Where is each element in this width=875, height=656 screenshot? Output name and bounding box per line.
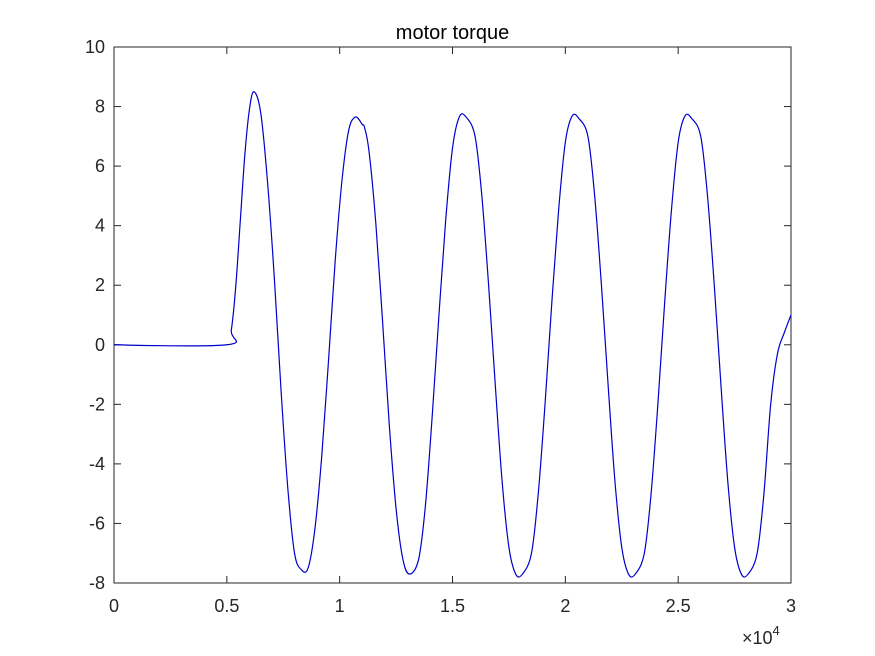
plot-area: 0 0.5 1 1.5 2 2.5 3 -8 -6 -4 -2 0 2 4 6 8 10 bbox=[85, 37, 796, 616]
x-tick-label: 0 bbox=[109, 596, 119, 616]
chart-title: motor torque bbox=[396, 22, 509, 44]
y-tick-label: 6 bbox=[95, 156, 105, 176]
torque-series-line bbox=[113, 91, 792, 578]
y-tick-label: 4 bbox=[95, 216, 105, 236]
x-tick-label: 1 bbox=[335, 596, 345, 616]
y-tick-label: 10 bbox=[85, 37, 105, 57]
y-tick-label: -4 bbox=[89, 454, 105, 474]
axes-box bbox=[113, 46, 792, 584]
x-tick-label: 2.5 bbox=[666, 596, 691, 616]
x-axis-exponent: ×104 bbox=[742, 623, 780, 648]
x-tick-label: 3 bbox=[786, 596, 796, 616]
y-tick-label: 0 bbox=[95, 335, 105, 355]
x-tick-label: 2 bbox=[560, 596, 570, 616]
x-exponent-base: ×10 bbox=[742, 628, 773, 648]
x-tick-label: 0.5 bbox=[214, 596, 239, 616]
x-exponent-power: 4 bbox=[773, 623, 780, 638]
y-tick-label: 2 bbox=[95, 275, 105, 295]
y-tick-label: 8 bbox=[95, 97, 105, 117]
y-tick-label: -8 bbox=[89, 573, 105, 593]
axis-ticks: 0 0.5 1 1.5 2 2.5 3 -8 -6 -4 -2 0 2 4 6 8 10 bbox=[85, 37, 796, 616]
y-tick-label: -6 bbox=[89, 513, 105, 533]
x-tick-label: 1.5 bbox=[440, 596, 465, 616]
y-tick-label: -2 bbox=[89, 394, 105, 414]
